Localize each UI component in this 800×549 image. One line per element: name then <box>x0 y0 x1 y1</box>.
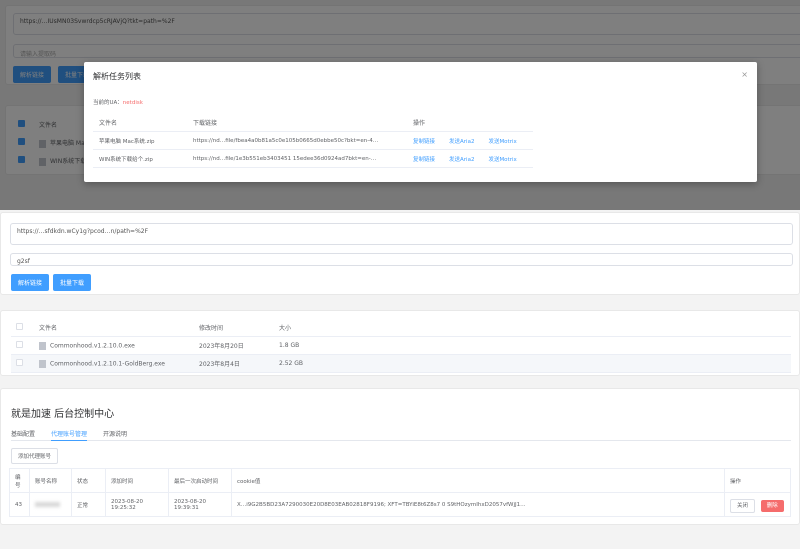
task-link: https://nd…file/1e3b551eb3403451 15edee3… <box>193 155 377 162</box>
column-header: 状态 <box>71 468 106 493</box>
file-row[interactable]: Commonhood.v1.2.10.1-GoldBerg.exe 2023年8月… <box>11 355 791 373</box>
parse-button[interactable]: 解析链接 <box>11 274 50 291</box>
ua-label: 当前的UA： <box>93 100 123 106</box>
column-header: 账号名称 <box>29 468 72 493</box>
ua-value: netdisk <box>122 100 143 106</box>
parse-task-modal: 解析任务列表 × 当前的UA：netdisk 文件名 下载链接 操作 苹果电脑 Ma… <box>84 62 757 182</box>
task-row: 苹果电脑 Mac系统.zip https://nd…file/fbea4a0b81… <box>93 132 533 150</box>
row-checkbox[interactable] <box>16 341 23 348</box>
column-header: 最后一次启动时间 <box>168 468 232 493</box>
copy-link-button[interactable]: 复制链接 <box>413 138 436 145</box>
column-header: cookie值 <box>231 468 725 493</box>
file-icon <box>39 341 46 350</box>
file-size: 1.8 GB <box>279 342 300 349</box>
close-icon[interactable]: × <box>741 70 748 79</box>
add-proxy-account-button[interactable]: 添加代理账号 <box>11 448 59 464</box>
send-motrix-button[interactable]: 发送Motrix <box>488 156 517 163</box>
send-motrix-button[interactable]: 发送Motrix <box>488 138 517 145</box>
file-row[interactable]: Commonhood.v1.2.10.0.exe 2023年8月20日 1.8 GB <box>11 337 791 355</box>
url-input[interactable]: https://…sfdkdn.wCy1g?pcod…n/path=%2F <box>10 223 793 245</box>
cookie-value: X…i9G2B5BD23A7290030E20D8E03EAB02818F919… <box>231 492 725 517</box>
select-all-checkbox[interactable] <box>16 323 23 330</box>
tabs: 基础配置 代理账号管理 开源说明 <box>11 429 791 441</box>
proxy-account-table: 编号 账号名称 状态 添加时间 最后一次启动时间 cookie值 操作 43 正常 2023-0… <box>9 468 791 517</box>
tab-open-source[interactable]: 开源说明 <box>103 431 128 438</box>
modal-title: 解析任务列表 <box>93 72 141 81</box>
task-row: WIN系统下载给个.zip https://nd…file/1e3b551eb34… <box>93 150 533 168</box>
task-link: https://nd…file/fbea4a0b81a5c0e105b0665d… <box>193 137 379 144</box>
admin-title: 就是加速 后台控制中心 <box>11 409 115 420</box>
column-header: 操作 <box>724 468 791 493</box>
column-header: 编号 <box>9 468 30 493</box>
code-input[interactable]: g2sf <box>10 253 793 266</box>
column-header: 修改时间 <box>199 325 224 332</box>
column-header: 下载链接 <box>193 120 218 127</box>
tab-proxy-accounts[interactable]: 代理账号管理 <box>51 429 88 441</box>
column-header: 操作 <box>413 120 426 127</box>
parse-screen-with-modal: https://…IUsMN03Svwrdcp5cRJAVjQ?tkt=path… <box>0 0 800 210</box>
column-header: 添加时间 <box>105 468 169 493</box>
column-header: 文件名 <box>39 325 58 332</box>
file-icon <box>39 359 46 368</box>
column-header: 文件名 <box>99 120 118 127</box>
task-file-name: WIN系统下载给个.zip <box>99 156 153 163</box>
admin-panel: 就是加速 后台控制中心 基础配置 代理账号管理 开源说明 添加代理账号 编号 账号… <box>0 388 800 525</box>
batch-download-button[interactable]: 批量下载 <box>53 274 92 291</box>
file-time: 2023年8月20日 <box>199 343 244 350</box>
tab-basic-config[interactable]: 基础配置 <box>11 431 36 438</box>
column-header: 大小 <box>279 325 292 332</box>
file-size: 2.52 GB <box>279 360 304 367</box>
account-name <box>29 492 72 517</box>
file-table-panel: 文件名 修改时间 大小 Commonhood.v1.2.10.0.exe 2023年8… <box>0 310 800 376</box>
file-name: Commonhood.v1.2.10.1-GoldBerg.exe <box>50 360 165 367</box>
task-file-name: 苹果电脑 Mac系统.zip <box>99 138 155 145</box>
send-aria2-button[interactable]: 发送Aria2 <box>449 138 475 145</box>
account-row: 43 正常 2023-08-20 19:25:32 2023-08-20 19:39:… <box>9 492 791 517</box>
send-aria2-button[interactable]: 发送Aria2 <box>449 156 475 163</box>
delete-account-button[interactable]: 删除 <box>760 499 784 512</box>
account-id: 43 <box>9 492 30 517</box>
row-checkbox[interactable] <box>16 359 23 366</box>
account-status: 正常 <box>71 492 106 517</box>
file-name: Commonhood.v1.2.10.0.exe <box>50 342 135 349</box>
last-start-time: 2023-08-20 19:39:31 <box>168 492 232 517</box>
copy-link-button[interactable]: 复制链接 <box>413 156 436 163</box>
mid-parse-panel: https://…sfdkdn.wCy1g?pcod…n/path=%2F g2… <box>0 212 800 295</box>
file-time: 2023年8月4日 <box>199 361 240 368</box>
close-account-button[interactable]: 关闭 <box>730 498 756 513</box>
task-table: 文件名 下载链接 操作 苹果电脑 Mac系统.zip https://nd…file/… <box>93 114 748 168</box>
added-time: 2023-08-20 19:25:32 <box>105 492 169 517</box>
